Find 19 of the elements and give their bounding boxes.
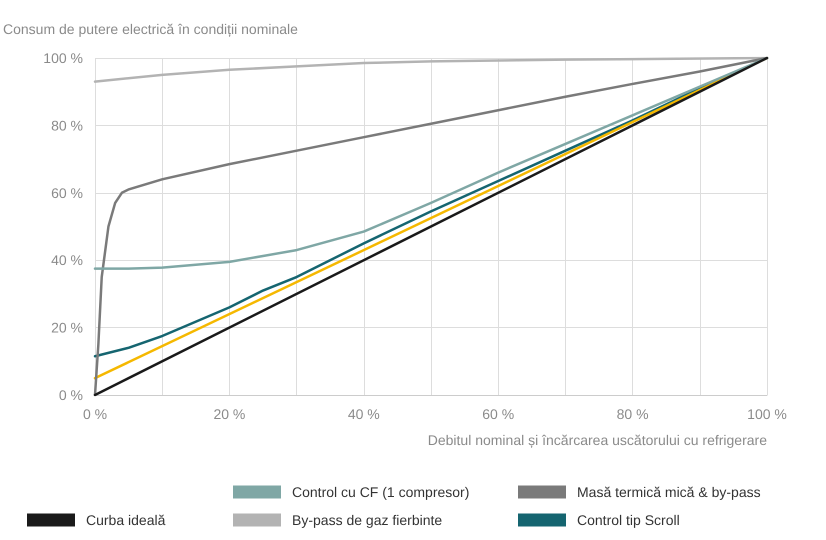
- y-tick-label: 40 %: [51, 252, 83, 268]
- x-tick-label: 0 %: [82, 406, 108, 422]
- y-axis-title: Consum de putere electrică în condiții nominale: [3, 21, 298, 37]
- x-tick-label: 100 %: [747, 406, 787, 422]
- y-tick-label: 100 %: [43, 50, 83, 66]
- x-tick-label: 80 %: [616, 406, 649, 422]
- legend-label: Curba ideală: [86, 512, 166, 528]
- legend-label: Control tip Scroll: [577, 512, 680, 528]
- x-tick-label: 40 %: [348, 406, 380, 422]
- legend-label: By-pass de gaz fierbinte: [292, 512, 442, 528]
- y-tick-label: 20 %: [51, 320, 83, 336]
- y-tick-label: 60 %: [51, 184, 83, 201]
- y-tick-label: 0 %: [58, 387, 83, 403]
- x-axis-title: Debitul nominal și încărcarea uscătorului cu refrigerare: [428, 432, 768, 448]
- x-tick-label: 20 %: [213, 406, 246, 422]
- x-tick-label: 60 %: [482, 406, 514, 422]
- y-tick-label: 80 %: [51, 117, 83, 134]
- legend-label: Masă termică mică & by-pass: [577, 484, 761, 500]
- legend-label: Control cu CF (1 compresor): [292, 484, 470, 500]
